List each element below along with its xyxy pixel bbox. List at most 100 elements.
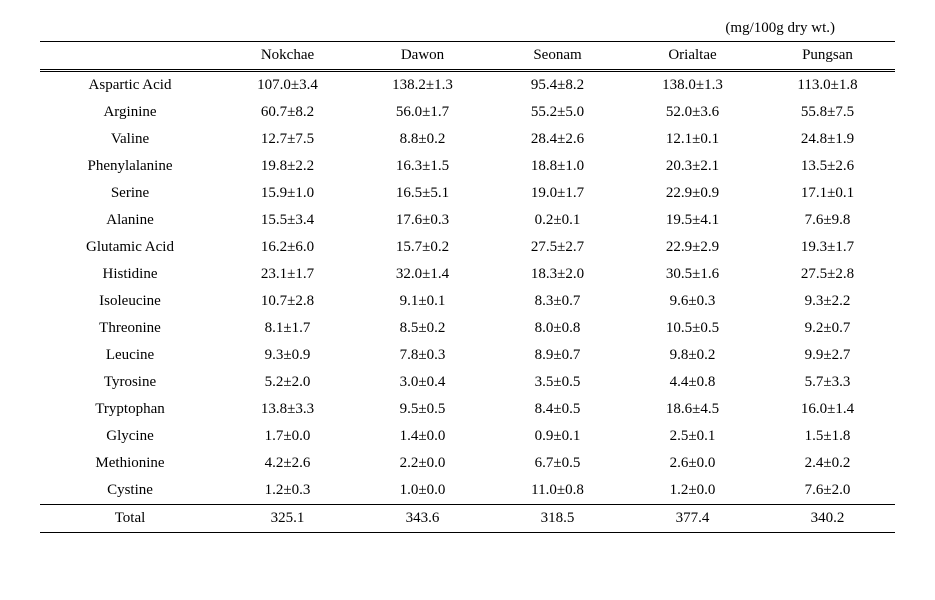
cell-value: 16.2±6.0 xyxy=(220,234,355,261)
cell-value: 9.1±0.1 xyxy=(355,288,490,315)
row-name: Tryptophan xyxy=(40,396,220,423)
cell-value: 107.0±3.4 xyxy=(220,71,355,100)
cell-value: 8.9±0.7 xyxy=(490,342,625,369)
cell-value: 15.5±3.4 xyxy=(220,207,355,234)
table-row: Glycine1.7±0.01.4±0.00.9±0.12.5±0.11.5±1… xyxy=(40,423,895,450)
total-value: 343.6 xyxy=(355,505,490,533)
cell-value: 19.5±4.1 xyxy=(625,207,760,234)
total-value: 325.1 xyxy=(220,505,355,533)
cell-value: 30.5±1.6 xyxy=(625,261,760,288)
cell-value: 17.6±0.3 xyxy=(355,207,490,234)
cell-value: 22.9±0.9 xyxy=(625,180,760,207)
cell-value: 1.0±0.0 xyxy=(355,477,490,505)
cell-value: 4.4±0.8 xyxy=(625,369,760,396)
cell-value: 8.3±0.7 xyxy=(490,288,625,315)
column-header: Orialtae xyxy=(625,42,760,71)
row-name: Arginine xyxy=(40,99,220,126)
cell-value: 9.9±2.7 xyxy=(760,342,895,369)
cell-value: 15.7±0.2 xyxy=(355,234,490,261)
cell-value: 1.2±0.0 xyxy=(625,477,760,505)
row-name: Leucine xyxy=(40,342,220,369)
column-header: Pungsan xyxy=(760,42,895,71)
cell-value: 55.2±5.0 xyxy=(490,99,625,126)
cell-value: 52.0±3.6 xyxy=(625,99,760,126)
cell-value: 60.7±8.2 xyxy=(220,99,355,126)
row-name: Methionine xyxy=(40,450,220,477)
cell-value: 12.1±0.1 xyxy=(625,126,760,153)
cell-value: 16.0±1.4 xyxy=(760,396,895,423)
cell-value: 8.1±1.7 xyxy=(220,315,355,342)
table-row: Phenylalanine19.8±2.216.3±1.518.8±1.020.… xyxy=(40,153,895,180)
cell-value: 7.6±2.0 xyxy=(760,477,895,505)
cell-value: 11.0±0.8 xyxy=(490,477,625,505)
cell-value: 18.6±4.5 xyxy=(625,396,760,423)
table-header-row: Nokchae Dawon Seonam Orialtae Pungsan xyxy=(40,42,895,71)
cell-value: 13.5±2.6 xyxy=(760,153,895,180)
cell-value: 56.0±1.7 xyxy=(355,99,490,126)
cell-value: 23.1±1.7 xyxy=(220,261,355,288)
total-row: Total325.1343.6318.5377.4340.2 xyxy=(40,505,895,533)
cell-value: 138.2±1.3 xyxy=(355,71,490,100)
table-row: Tyrosine5.2±2.03.0±0.43.5±0.54.4±0.85.7±… xyxy=(40,369,895,396)
cell-value: 1.4±0.0 xyxy=(355,423,490,450)
table-row: Leucine9.3±0.97.8±0.38.9±0.79.8±0.29.9±2… xyxy=(40,342,895,369)
cell-value: 28.4±2.6 xyxy=(490,126,625,153)
cell-value: 12.7±7.5 xyxy=(220,126,355,153)
row-name: Phenylalanine xyxy=(40,153,220,180)
cell-value: 2.2±0.0 xyxy=(355,450,490,477)
cell-value: 0.9±0.1 xyxy=(490,423,625,450)
cell-value: 32.0±1.4 xyxy=(355,261,490,288)
cell-value: 27.5±2.8 xyxy=(760,261,895,288)
cell-value: 18.3±2.0 xyxy=(490,261,625,288)
table-row: Serine15.9±1.016.5±5.119.0±1.722.9±0.917… xyxy=(40,180,895,207)
table-row: Tryptophan13.8±3.39.5±0.58.4±0.518.6±4.5… xyxy=(40,396,895,423)
cell-value: 3.0±0.4 xyxy=(355,369,490,396)
cell-value: 16.3±1.5 xyxy=(355,153,490,180)
cell-value: 7.8±0.3 xyxy=(355,342,490,369)
row-name: Threonine xyxy=(40,315,220,342)
cell-value: 19.0±1.7 xyxy=(490,180,625,207)
cell-value: 0.2±0.1 xyxy=(490,207,625,234)
column-header: Dawon xyxy=(355,42,490,71)
cell-value: 8.4±0.5 xyxy=(490,396,625,423)
cell-value: 8.0±0.8 xyxy=(490,315,625,342)
cell-value: 17.1±0.1 xyxy=(760,180,895,207)
column-header: Nokchae xyxy=(220,42,355,71)
cell-value: 6.7±0.5 xyxy=(490,450,625,477)
row-name: Glycine xyxy=(40,423,220,450)
cell-value: 8.8±0.2 xyxy=(355,126,490,153)
cell-value: 1.7±0.0 xyxy=(220,423,355,450)
row-name: Valine xyxy=(40,126,220,153)
row-name: Tyrosine xyxy=(40,369,220,396)
cell-value: 10.7±2.8 xyxy=(220,288,355,315)
cell-value: 2.4±0.2 xyxy=(760,450,895,477)
cell-value: 24.8±1.9 xyxy=(760,126,895,153)
header-empty xyxy=(40,42,220,71)
total-label: Total xyxy=(40,505,220,533)
row-name: Cystine xyxy=(40,477,220,505)
cell-value: 9.3±0.9 xyxy=(220,342,355,369)
cell-value: 9.3±2.2 xyxy=(760,288,895,315)
row-name: Isoleucine xyxy=(40,288,220,315)
cell-value: 2.6±0.0 xyxy=(625,450,760,477)
table-body: Aspartic Acid107.0±3.4138.2±1.395.4±8.21… xyxy=(40,71,895,533)
table-row: Valine12.7±7.58.8±0.228.4±2.612.1±0.124.… xyxy=(40,126,895,153)
row-name: Glutamic Acid xyxy=(40,234,220,261)
cell-value: 18.8±1.0 xyxy=(490,153,625,180)
cell-value: 113.0±1.8 xyxy=(760,71,895,100)
table-row: Cystine1.2±0.31.0±0.011.0±0.81.2±0.07.6±… xyxy=(40,477,895,505)
cell-value: 1.2±0.3 xyxy=(220,477,355,505)
table-row: Histidine23.1±1.732.0±1.418.3±2.030.5±1.… xyxy=(40,261,895,288)
table-row: Alanine15.5±3.417.6±0.30.2±0.119.5±4.17.… xyxy=(40,207,895,234)
table-row: Isoleucine10.7±2.89.1±0.18.3±0.79.6±0.39… xyxy=(40,288,895,315)
cell-value: 13.8±3.3 xyxy=(220,396,355,423)
cell-value: 16.5±5.1 xyxy=(355,180,490,207)
cell-value: 9.8±0.2 xyxy=(625,342,760,369)
row-name: Serine xyxy=(40,180,220,207)
cell-value: 5.7±3.3 xyxy=(760,369,895,396)
cell-value: 22.9±2.9 xyxy=(625,234,760,261)
cell-value: 27.5±2.7 xyxy=(490,234,625,261)
row-name: Aspartic Acid xyxy=(40,71,220,100)
amino-acid-table: Nokchae Dawon Seonam Orialtae Pungsan As… xyxy=(40,41,895,533)
total-value: 377.4 xyxy=(625,505,760,533)
